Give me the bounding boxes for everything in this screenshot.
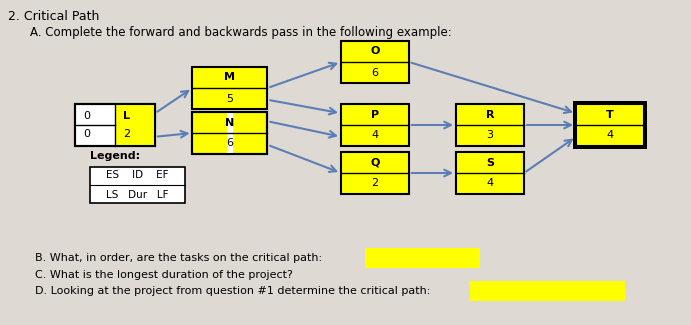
Text: M: M [225, 72, 236, 83]
Bar [365, 248, 480, 268]
Text: 0: 0 [84, 129, 91, 139]
Bar [456, 152, 524, 194]
Bar [75, 104, 155, 146]
Bar [341, 152, 409, 194]
Text: D. Looking at the project from question #1 determine the critical path:: D. Looking at the project from question … [35, 286, 430, 296]
Text: C. What is the longest duration of the project?: C. What is the longest duration of the p… [35, 270, 293, 280]
Bar [341, 104, 409, 146]
Bar [193, 112, 267, 154]
Bar [573, 101, 647, 149]
Bar [75, 104, 155, 146]
Bar [193, 67, 267, 109]
Bar [456, 104, 524, 146]
Text: A. Complete the forward and backwards pass in the following example:: A. Complete the forward and backwards pa… [30, 26, 452, 39]
Bar [576, 104, 644, 146]
Bar [341, 41, 409, 83]
Text: S: S [486, 158, 494, 167]
Text: 2: 2 [372, 178, 379, 188]
Text: B. What, in order, are the tasks on the critical path:: B. What, in order, are the tasks on the … [35, 253, 322, 263]
Text: T: T [606, 110, 614, 120]
Text: LS   Dur   LF: LS Dur LF [106, 190, 169, 200]
Text: 6: 6 [372, 68, 379, 77]
Text: 0: 0 [84, 111, 91, 121]
Text: 5: 5 [227, 94, 234, 103]
Text: 6: 6 [227, 138, 234, 149]
Text: P: P [371, 110, 379, 120]
Text: N: N [225, 118, 235, 127]
Text: ES    ID    EF: ES ID EF [106, 170, 169, 180]
Text: O: O [370, 46, 379, 57]
Bar [193, 112, 267, 154]
Text: Q: Q [370, 158, 379, 167]
Text: 4: 4 [372, 131, 379, 140]
Text: Legend:: Legend: [90, 151, 140, 161]
Text: 4: 4 [607, 131, 614, 140]
Text: 4: 4 [486, 178, 493, 188]
Text: R: R [486, 110, 494, 120]
Text: 2: 2 [124, 129, 131, 139]
Text: 3: 3 [486, 131, 493, 140]
Text: L: L [124, 111, 131, 121]
Bar [470, 281, 625, 301]
Bar [115, 104, 155, 146]
Bar [90, 167, 185, 203]
Text: 2. Critical Path: 2. Critical Path [8, 10, 100, 23]
Bar [227, 112, 233, 154]
